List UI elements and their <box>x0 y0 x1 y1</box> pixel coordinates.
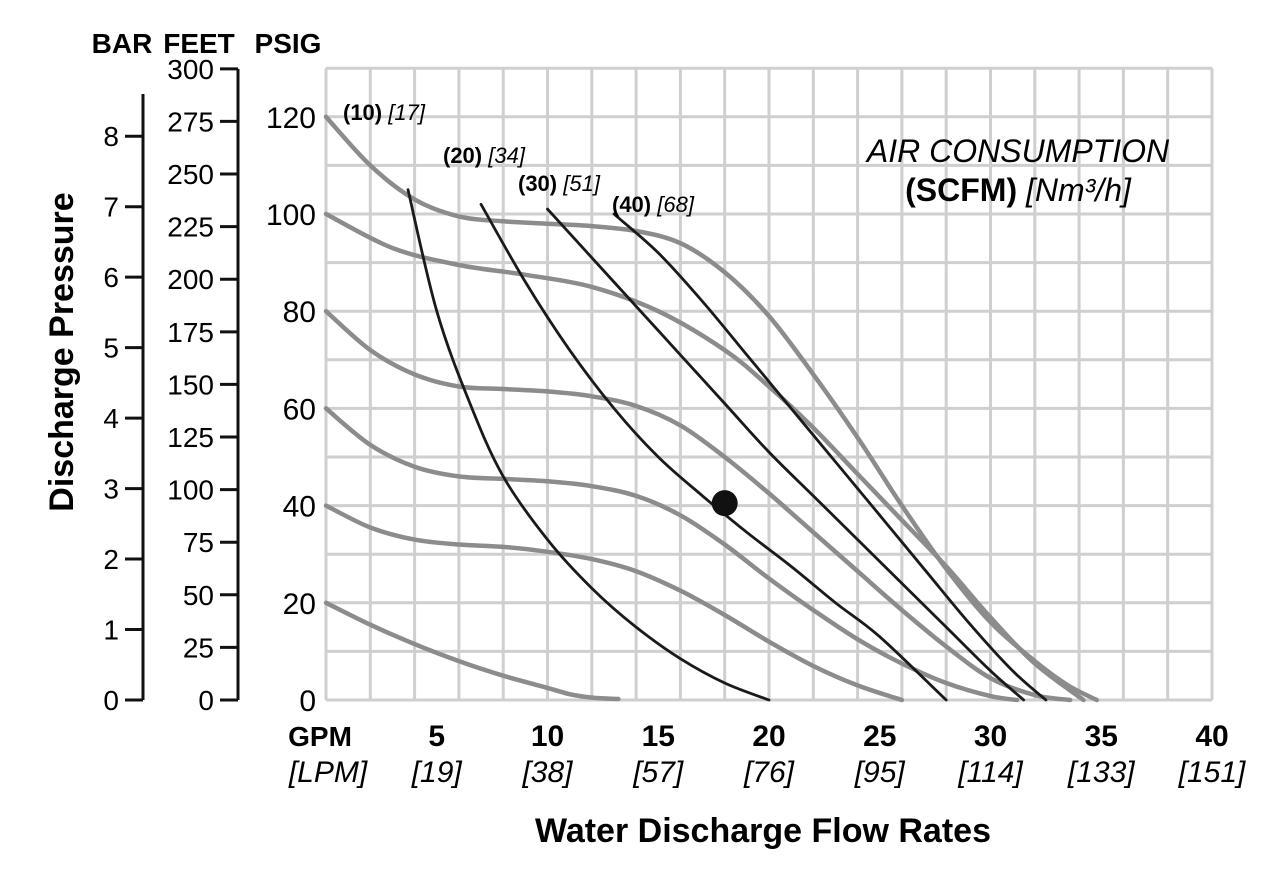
legend-units-nm3h: [Nm³/h] <box>1025 172 1132 208</box>
bar-tick-label: 6 <box>103 262 119 293</box>
psig-tick-label: 60 <box>283 393 316 426</box>
air-label-40-nm3h: [68] <box>656 192 695 217</box>
air-consumption-line <box>406 188 771 702</box>
psig-tick-label: 120 <box>266 102 316 135</box>
bar-tick-label: 4 <box>103 403 119 434</box>
bar-tick-label: 3 <box>103 474 119 505</box>
bar-axis-unit: BAR <box>92 28 153 59</box>
operating-point-marker <box>711 490 738 517</box>
legend-units-scfm: (SCFM) <box>905 172 1017 208</box>
x-tick-sublabel: [76] <box>743 756 795 789</box>
air-consumption-line <box>546 207 1026 702</box>
feet-axis-unit: FEET <box>163 28 235 59</box>
psig-tick-label: 80 <box>283 296 316 329</box>
x-tick-sublabel: [133] <box>1067 756 1135 789</box>
feet-tick-label: 175 <box>167 317 214 348</box>
x-tick-label: 15 <box>642 720 675 753</box>
x-tick-sublabel: [151] <box>1178 756 1246 789</box>
x-tick-label: 10 <box>531 720 564 753</box>
feet-tick-label: 225 <box>167 212 214 243</box>
bar-tick-label: 7 <box>103 192 119 223</box>
psig-axis-unit: PSIG <box>255 28 322 59</box>
pressure-curve <box>323 114 1100 703</box>
feet-tick-label: 25 <box>183 632 214 663</box>
feet-tick-label: 50 <box>183 580 214 611</box>
air-label-30-scfm: (30) <box>518 171 557 196</box>
air-label-40-scfm: (40) <box>612 192 651 217</box>
y-axis-label: Discharge Pressure <box>43 192 81 511</box>
air-consumption-line <box>479 202 948 702</box>
x-tick-label: 30 <box>974 720 1007 753</box>
x-unit-primary: GPM <box>288 721 352 752</box>
air-label-20-nm3h: [34] <box>487 143 526 168</box>
operating-point-layer <box>711 490 738 517</box>
x-axis-label: Water Discharge Flow Rates <box>535 812 991 850</box>
air-label-10: (10) [17] <box>343 100 426 125</box>
feet-tick-label: 200 <box>167 264 214 295</box>
bar-tick-label: 2 <box>103 544 119 575</box>
x-tick-sublabel: [57] <box>632 756 684 789</box>
pressure-curve <box>323 308 1073 703</box>
legend-title: AIR CONSUMPTION <box>865 133 1170 169</box>
x-tick-label: 25 <box>863 720 896 753</box>
bar-tick-label: 8 <box>103 121 119 152</box>
feet-tick-label: 150 <box>167 369 214 400</box>
bar-tick-label: 5 <box>103 333 119 364</box>
pressure-curve <box>323 211 1086 703</box>
x-tick-label: 5 <box>428 720 445 753</box>
x-tick-sublabel: [114] <box>957 756 1023 789</box>
x-tick-sublabel: [95] <box>854 756 906 789</box>
feet-tick-label: 0 <box>198 685 214 716</box>
air-label-10-nm3h: [17] <box>387 100 426 125</box>
bar-tick-label: 0 <box>103 685 119 716</box>
feet-tick-label: 75 <box>183 527 214 558</box>
air-consumption-lines <box>406 188 1048 702</box>
pressure-curve <box>323 600 621 702</box>
feet-tick-label: 250 <box>167 159 214 190</box>
x-unit-secondary: [LPM] <box>288 756 368 789</box>
psig-tick-label: 0 <box>299 685 316 718</box>
psig-tick-label: 20 <box>283 588 316 621</box>
air-label-20-scfm: (20) <box>443 143 482 168</box>
air-consumption-line <box>612 212 1048 702</box>
feet-tick-label: 300 <box>167 54 214 85</box>
feet-tick-label: 100 <box>167 475 214 506</box>
air-label-30: (30) [51] <box>518 171 601 196</box>
feet-tick-label: 125 <box>167 422 214 453</box>
x-tick-label: 20 <box>752 720 785 753</box>
pressure-curve <box>323 503 905 703</box>
feet-tick-label: 275 <box>167 106 214 137</box>
x-tick-label: 35 <box>1085 720 1118 753</box>
psig-tick-label: 40 <box>283 491 316 524</box>
air-label-10-scfm: (10) <box>343 100 382 125</box>
bar-tick-label: 1 <box>103 615 119 646</box>
axes: 0123456780255075100125150175200225250275… <box>103 54 1246 789</box>
legend-units: (SCFM) [Nm³/h] <box>905 172 1132 208</box>
x-tick-sublabel: [19] <box>411 756 463 789</box>
air-label-40: (40) [68] <box>612 192 695 217</box>
x-tick-label: 40 <box>1195 720 1228 753</box>
psig-tick-label: 100 <box>266 199 316 232</box>
x-tick-sublabel: [38] <box>521 756 573 789</box>
grid <box>324 66 1214 702</box>
air-label-20: (20) [34] <box>443 143 526 168</box>
air-label-30-nm3h: [51] <box>562 171 601 196</box>
